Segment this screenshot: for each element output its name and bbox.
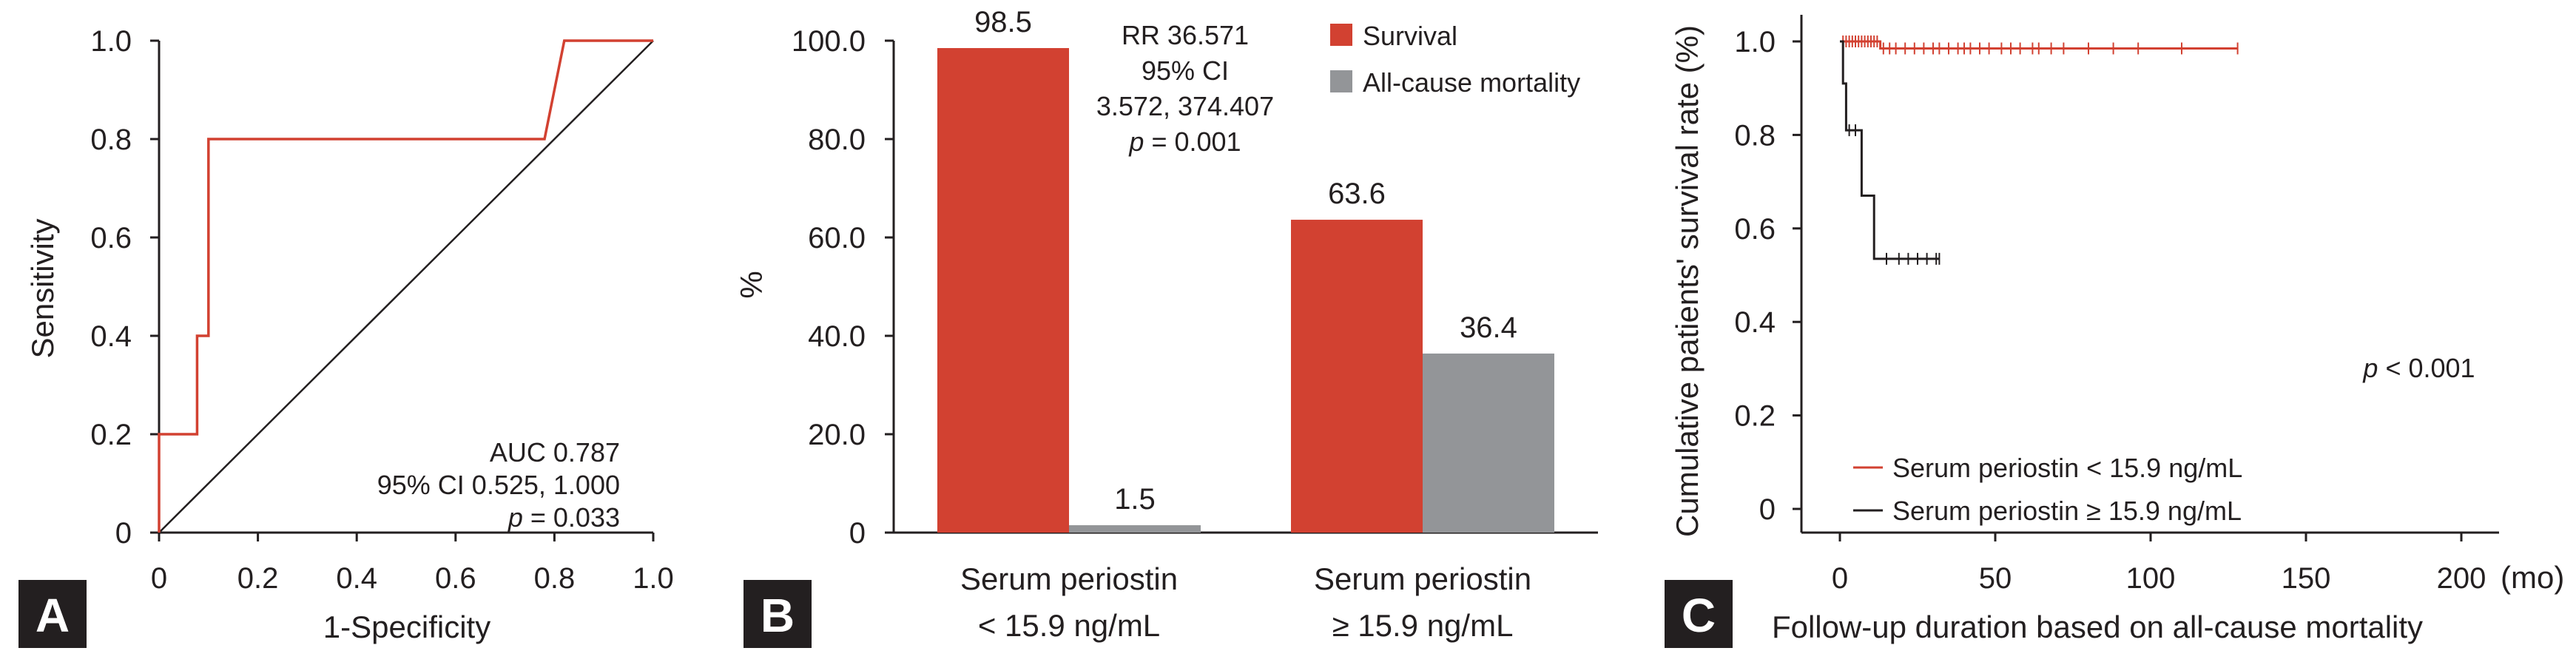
bar-mortality-group-1 — [1069, 525, 1201, 533]
panel-b-y-tick-label: 0 — [849, 517, 866, 550]
panel-c-x-tick-label: 200 — [2437, 562, 2486, 595]
legend-swatch-survival — [1330, 24, 1352, 46]
legend-label-survival: Survival — [1363, 21, 1457, 51]
panel-a-y-label: Sensitivity — [25, 218, 60, 358]
panel-c-badge-letter: C — [1682, 589, 1716, 642]
panel-a-badge-letter: A — [36, 589, 70, 642]
bar-value-label: 98.5 — [974, 6, 1032, 38]
panel-c-badge — [1665, 580, 1733, 648]
bar-survival-group-2 — [1291, 220, 1423, 533]
legend-label-mortality: All-cause mortality — [1363, 67, 1580, 98]
panel-a-x-tick-label: 1.0 — [633, 562, 674, 595]
panel-c-y-label: Cumulative patients' survival rate (%) — [1670, 25, 1705, 537]
survival-curve-low-periostin — [1840, 40, 2238, 50]
bar-value-label: 36.4 — [1460, 311, 1517, 344]
panel-b-y-label: % — [734, 271, 769, 298]
panel-a-x-tick-label: 0.4 — [336, 562, 377, 595]
panel-a-y-tick-label: 0.4 — [90, 320, 132, 353]
panel-c-p-value: p < 0.001 — [2362, 353, 2475, 383]
panel-a-x-tick-label: 0.6 — [435, 562, 476, 595]
panel-c-x-tick-label: 100 — [2126, 562, 2176, 595]
panel-a-y-tick-label: 0 — [115, 517, 132, 550]
panel-a-p-text: = 0.033 — [523, 502, 620, 533]
panel-a-x-label: 1-Specificity — [323, 610, 490, 644]
panel-b-y-tick-label: 60.0 — [808, 222, 866, 254]
panel-c-p-symbol: p — [2362, 353, 2378, 383]
panel-b-rr: RR 36.571 — [1122, 20, 1249, 50]
panel-c-y-tick-label: 1.0 — [1734, 26, 1776, 58]
panel-c-y-tick-label: 0 — [1759, 493, 1776, 526]
panel-b-p-text: = 0.001 — [1144, 126, 1241, 157]
panel-a-reference-diagonal — [158, 40, 654, 533]
panel-c-x-tick-label: 150 — [2282, 562, 2331, 595]
panel-b-y-tick-label: 40.0 — [808, 320, 866, 353]
panel-b-p-symbol: p — [1128, 126, 1144, 157]
panel-c-y-tick-label: 0.6 — [1734, 213, 1776, 246]
panel-a-p-value: p = 0.033 — [508, 502, 620, 533]
panel-a-x-tick-label: 0.2 — [237, 562, 279, 595]
panel-b-legend: Survival All-cause mortality — [1330, 21, 1580, 98]
panel-a-badge — [18, 580, 87, 648]
panel-a-p-symbol: p — [508, 502, 523, 533]
survival-curve-high-periostin — [1840, 40, 1940, 260]
panel-a-y-tick-label: 0.2 — [90, 419, 132, 451]
legend-label-high-periostin: Serum periostin ≥ 15.9 ng/mL — [1892, 496, 2242, 526]
panel-c-y-tick-label: 0.2 — [1734, 400, 1776, 433]
panel-c-legend: Serum periostin < 15.9 ng/mL Serum perio… — [1853, 453, 2242, 526]
panel-b-y-tick-label: 80.0 — [808, 124, 866, 156]
panel-a-y-tick-label: 0.6 — [90, 222, 132, 254]
bar-survival-group-1 — [937, 47, 1069, 533]
panel-b-group-label-line1: Serum periostin — [960, 561, 1178, 596]
legend-label-low-periostin: Serum periostin < 15.9 ng/mL — [1892, 453, 2242, 483]
panel-a-auc: AUC 0.787 — [490, 437, 620, 467]
bar-value-label: 63.6 — [1328, 178, 1386, 210]
panel-c-x-tick-label: 50 — [1979, 562, 2012, 595]
panel-b-group-label-line2: ≥ 15.9 ng/mL — [1332, 608, 1514, 643]
panel-a-y-tick-label: 0.8 — [90, 124, 132, 156]
panel-c-x-tick-label: 0 — [1832, 562, 1848, 595]
panel-b-bar-chart: 0 20.0 40.0 60.0 80.0 100.0 98.5 63.6 1.5 36.4 S… — [734, 6, 1598, 648]
panel-a-roc-chart: 0 0.2 0.4 0.6 0.8 1.0 0 0.2 0.4 0.6 0.8 1.0 1-Spec… — [18, 25, 674, 648]
bar-value-label: 1.5 — [1114, 483, 1156, 516]
panel-c-x-label: Follow-up duration based on all-cause mo… — [1772, 610, 2423, 644]
panel-a-y-tick-label: 1.0 — [90, 25, 132, 58]
panel-b-ci: 3.572, 374.407 — [1096, 91, 1274, 121]
panel-c-y-tick-label: 0.8 — [1734, 119, 1776, 152]
panel-a-roc-curve — [158, 39, 653, 533]
panel-c-survival-chart: 0 50 100 150 200 0 0.2 0.4 0.6 0.8 1.0 (mo) Follo… — [1665, 15, 2564, 648]
panel-a-x-tick-label: 0 — [151, 562, 167, 595]
panel-a-ci: 95% CI 0.525, 1.000 — [377, 470, 620, 500]
panel-c-p-text: < 0.001 — [2378, 353, 2475, 383]
panel-b-badge — [744, 580, 812, 648]
panel-c-x-unit: (mo) — [2501, 560, 2564, 595]
panel-b-y-tick-label: 100.0 — [792, 25, 866, 58]
panel-b-group-label-line2: < 15.9 ng/mL — [978, 608, 1160, 643]
panel-b-badge-letter: B — [761, 589, 795, 642]
panel-c-y-tick-label: 0.4 — [1734, 306, 1776, 339]
panel-b-y-tick-label: 20.0 — [808, 419, 866, 451]
bar-mortality-group-2 — [1423, 353, 1554, 533]
panel-b-group-label-line1: Serum periostin — [1314, 561, 1531, 596]
legend-swatch-mortality — [1330, 70, 1352, 92]
panel-b-p-value: p = 0.001 — [1128, 126, 1241, 157]
panel-a-x-tick-label: 0.8 — [534, 562, 576, 595]
panel-b-ci-title: 95% CI — [1142, 55, 1229, 86]
